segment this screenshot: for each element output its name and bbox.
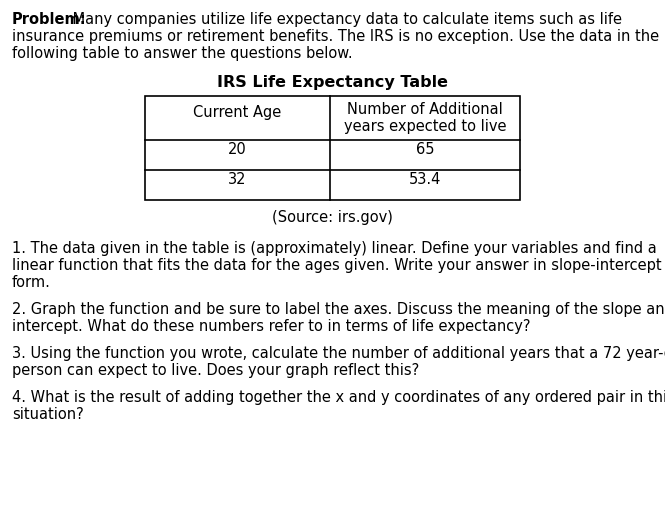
Text: 32: 32 (228, 173, 247, 188)
Text: 2. Graph the function and be sure to label the axes. Discuss the meaning of the : 2. Graph the function and be sure to lab… (12, 302, 665, 317)
Text: 65: 65 (416, 142, 434, 158)
Text: (Source: irs.gov): (Source: irs.gov) (272, 210, 393, 225)
Text: years expected to live: years expected to live (344, 119, 506, 134)
Bar (145, 96, 520, 200)
Text: 20: 20 (228, 142, 247, 158)
Text: linear function that fits the data for the ages given. Write your answer in slop: linear function that fits the data for t… (12, 258, 662, 273)
Text: insurance premiums or retirement benefits. The IRS is no exception. Use the data: insurance premiums or retirement benefit… (12, 29, 659, 44)
Text: following table to answer the questions below.: following table to answer the questions … (12, 46, 352, 61)
Text: form.: form. (12, 275, 51, 290)
Text: situation?: situation? (12, 407, 84, 422)
Text: person can expect to live. Does your graph reflect this?: person can expect to live. Does your gra… (12, 363, 419, 378)
Text: 1. The data given in the table is (approximately) linear. Define your variables : 1. The data given in the table is (appro… (12, 241, 657, 256)
Text: Problem:: Problem: (12, 12, 86, 27)
Text: 53.4: 53.4 (409, 173, 441, 188)
Text: IRS Life Expectancy Table: IRS Life Expectancy Table (217, 75, 448, 90)
Text: intercept. What do these numbers refer to in terms of life expectancy?: intercept. What do these numbers refer t… (12, 319, 531, 334)
Text: Number of Additional: Number of Additional (347, 102, 503, 118)
Text: Many companies utilize life expectancy data to calculate items such as life: Many companies utilize life expectancy d… (68, 12, 622, 27)
Text: 4. What is the result of adding together the x and y coordinates of any ordered : 4. What is the result of adding together… (12, 390, 665, 405)
Text: Current Age: Current Age (194, 105, 281, 120)
Text: 3. Using the function you wrote, calculate the number of additional years that a: 3. Using the function you wrote, calcula… (12, 346, 665, 361)
